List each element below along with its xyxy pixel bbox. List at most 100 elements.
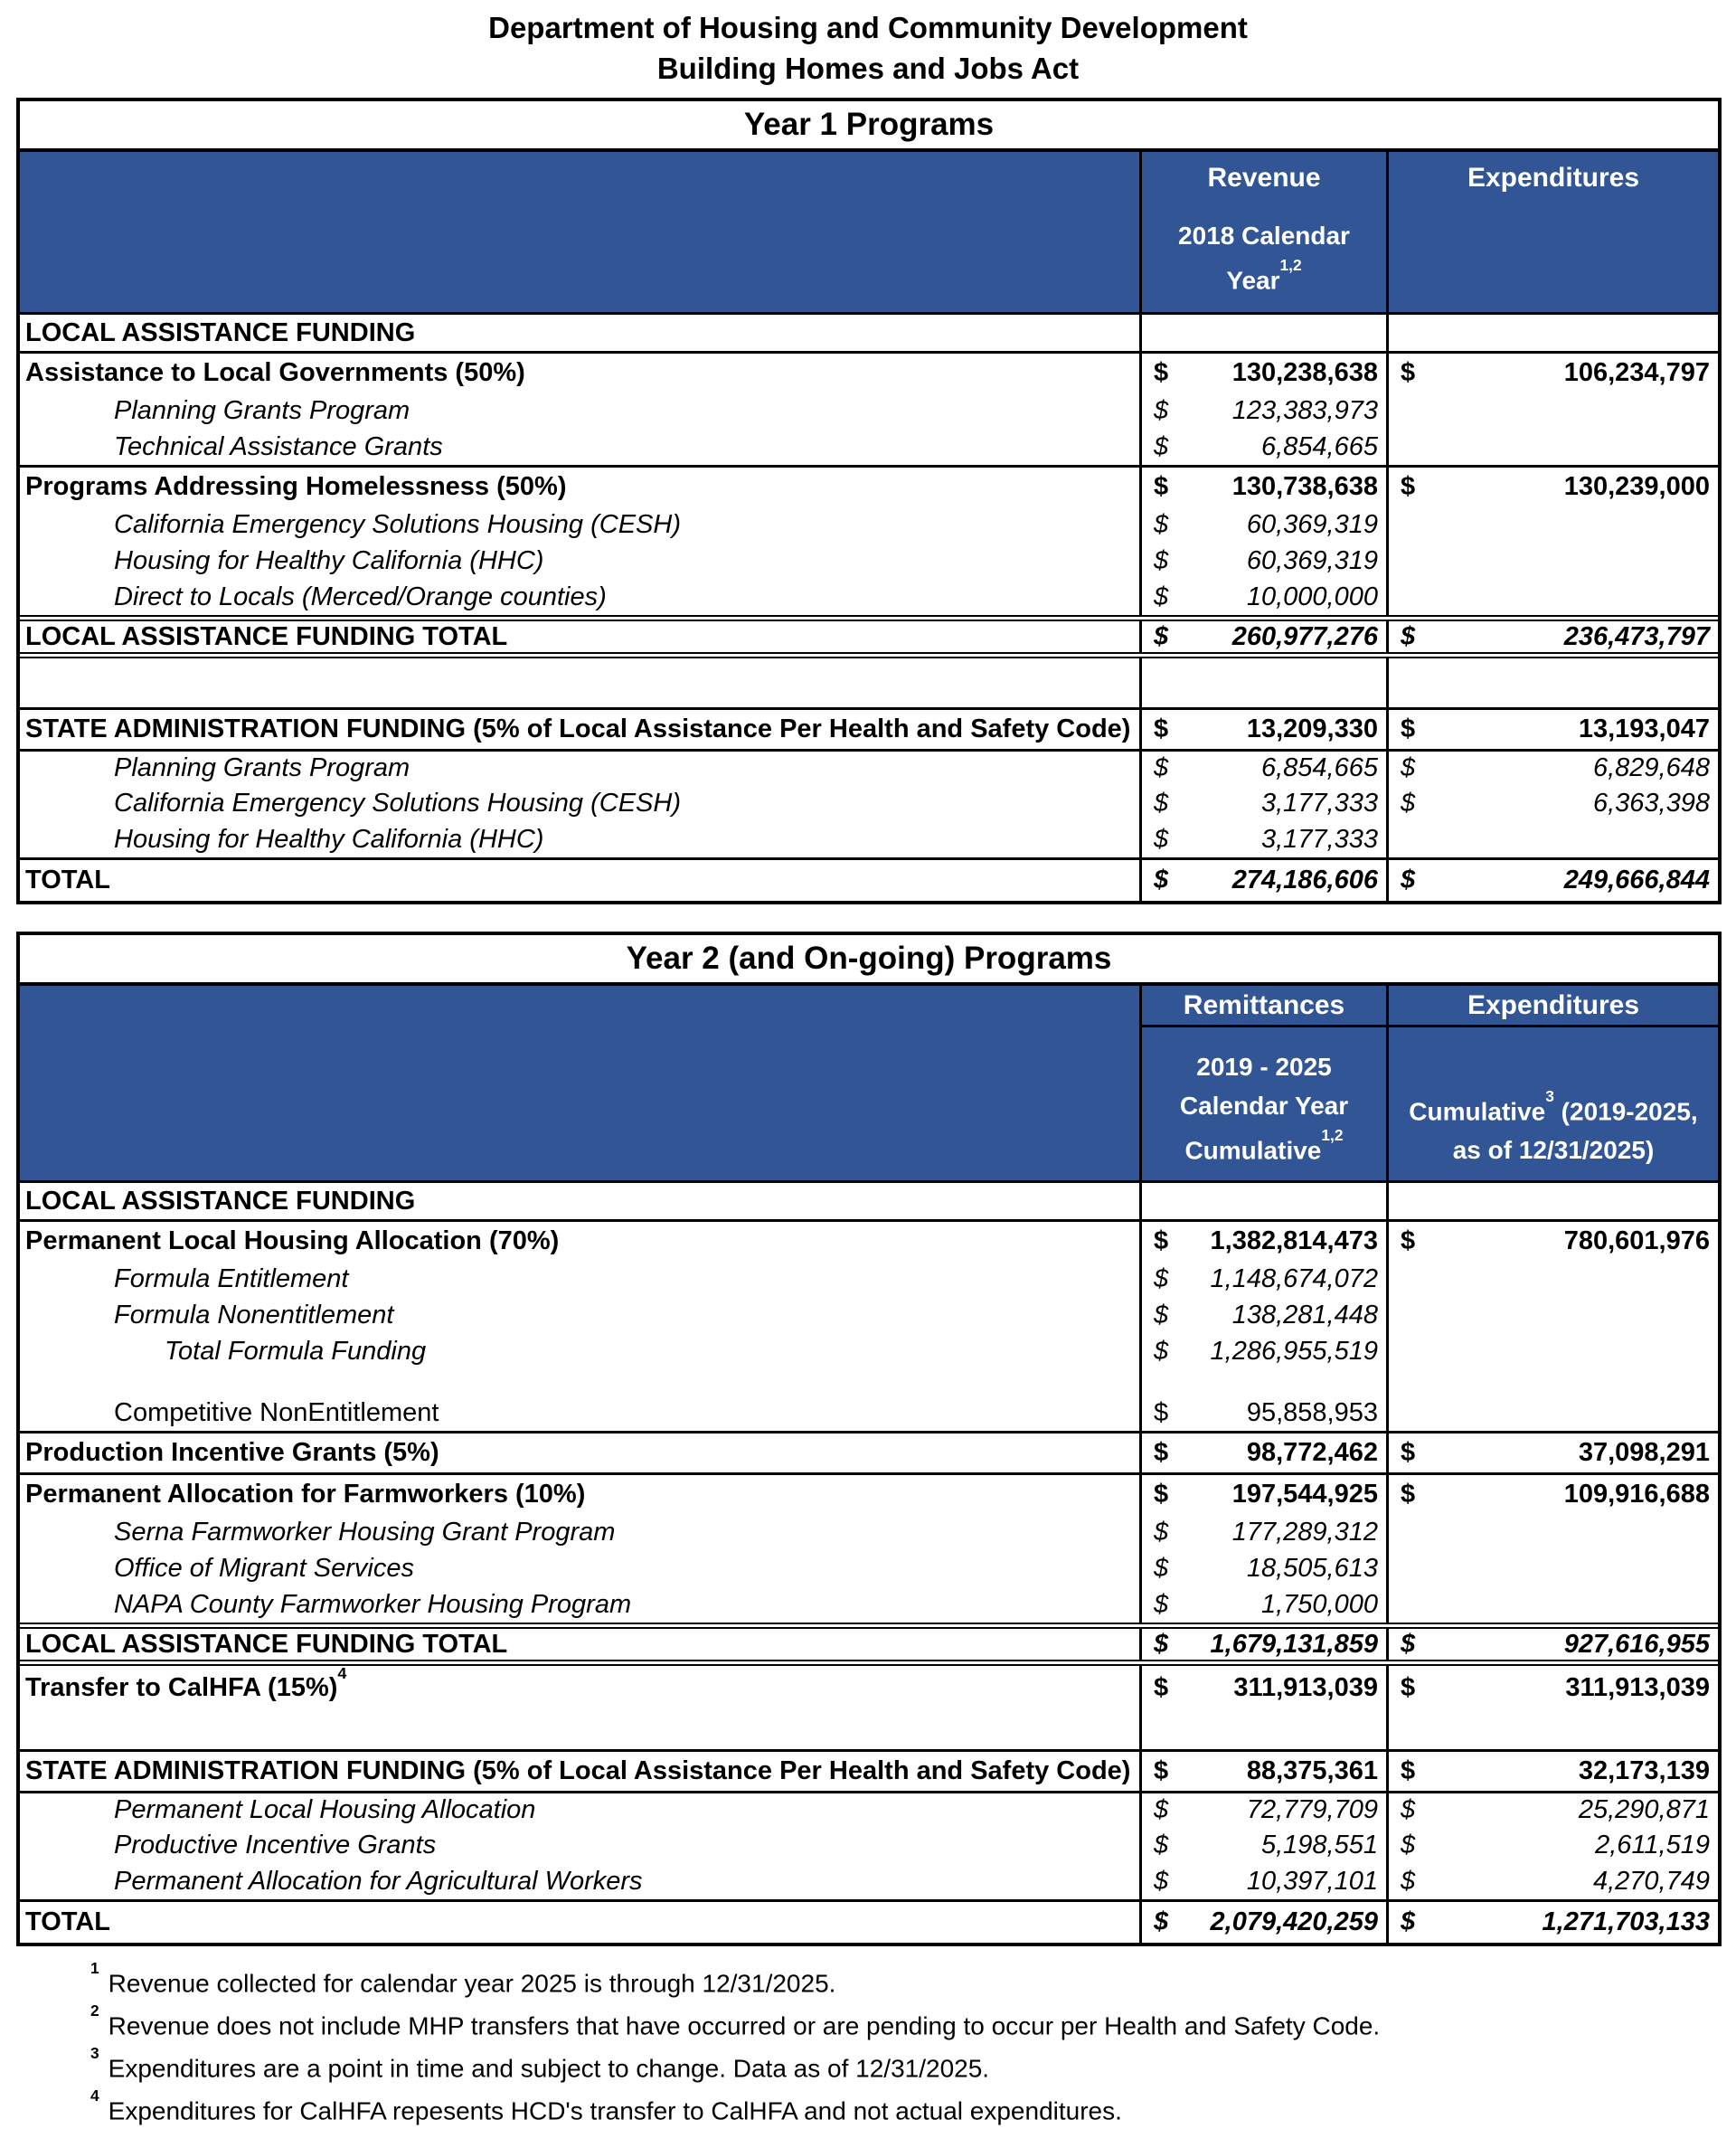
year1-table-title: Year 1 Programs	[20, 101, 1718, 152]
expenditures-value-cell	[1386, 393, 1718, 429]
amount-value: 13,193,047	[1578, 714, 1710, 743]
currency-symbol: $	[1154, 1866, 1169, 1896]
revenue-value-cell: $3,177,333	[1139, 821, 1386, 857]
amount-value: 1,148,674,072	[1210, 1263, 1378, 1293]
page-title: Department of Housing and Community Deve…	[0, 0, 1736, 89]
currency-symbol: $	[1154, 358, 1169, 387]
footnote: 2 Revenue does not include MHP transfers …	[90, 2001, 1736, 2044]
revenue-value-cell: $1,750,000	[1139, 1586, 1386, 1623]
row-label: LOCAL ASSISTANCE FUNDING TOTAL	[25, 621, 508, 651]
expenditures-value-cell: $106,234,797	[1386, 354, 1718, 393]
row-label: Formula Nonentitlement	[114, 1300, 394, 1329]
amount-value: 106,234,797	[1563, 358, 1710, 387]
currency-symbol: $	[1154, 1553, 1169, 1583]
amount-value: 13,209,330	[1246, 714, 1378, 743]
currency-symbol: $	[1154, 788, 1169, 818]
table-row: California Emergency Solutions Housing (…	[20, 785, 1718, 821]
table-row: LOCAL ASSISTANCE FUNDING	[20, 315, 1718, 351]
expenditures-value-cell	[1386, 1586, 1718, 1623]
row-label: Permanent Local Housing Allocation	[114, 1795, 536, 1824]
year2-remittances-subheader: 2019 - 2025 Calendar Year Cumulative1,2	[1179, 1052, 1349, 1164]
amount-value: 260,977,276	[1231, 621, 1378, 651]
amount-value: 138,281,448	[1231, 1300, 1378, 1329]
row-label	[20, 658, 1139, 707]
table-row: TOTAL $2,079,420,259 $1,271,703,133	[20, 1899, 1718, 1943]
revenue-value-cell: $3,177,333	[1139, 785, 1386, 821]
amount-value: 3,177,333	[1260, 788, 1378, 818]
currency-symbol: $	[1154, 509, 1169, 539]
currency-symbol: $	[1154, 582, 1169, 611]
amount-value: 18,505,613	[1246, 1553, 1378, 1583]
row-label: Competitive NonEntitlement	[114, 1397, 439, 1427]
row-label: Direct to Locals (Merced/Orange counties…	[114, 582, 607, 611]
amount-value: 927,616,955	[1563, 1629, 1710, 1659]
currency-symbol: $	[1154, 753, 1169, 782]
row-label: LOCAL ASSISTANCE FUNDING	[25, 317, 416, 347]
table-row: Productive Incentive Grants $5,198,551 $2,…	[20, 1827, 1718, 1863]
year2-table-body: LOCAL ASSISTANCE FUNDING Permanent Local …	[20, 1183, 1718, 1943]
year1-header-label-spacer	[20, 152, 1139, 312]
footnote-number: 1	[90, 1959, 99, 1978]
amount-value: 2,079,420,259	[1210, 1907, 1378, 1936]
footnote-text: Expenditures are a point in time and sub…	[108, 2054, 990, 2083]
revenue-value-cell: $18,505,613	[1139, 1550, 1386, 1586]
amount-value: 311,913,039	[1565, 1673, 1710, 1702]
revenue-value-cell: $1,382,814,473	[1139, 1222, 1386, 1261]
row-label: Permanent Local Housing Allocation (70%)	[25, 1226, 560, 1255]
expenditures-value-cell: $2,611,519	[1386, 1827, 1718, 1863]
expenditures-value-cell	[1386, 543, 1718, 579]
amount-value: 32,173,139	[1578, 1756, 1710, 1785]
amount-value: 10,000,000	[1246, 582, 1378, 611]
table-row: Permanent Local Housing Allocation $72,77…	[20, 1791, 1718, 1827]
year2-table-header: Remittances 2019 - 2025 Calendar Year Cu…	[20, 986, 1718, 1183]
amount-value: 1,271,703,133	[1542, 1907, 1710, 1936]
row-label: LOCAL ASSISTANCE FUNDING	[25, 1186, 416, 1216]
currency-symbol: $	[1401, 358, 1416, 387]
footnote: 4 Expenditures for CalHFA repesents HCD's…	[90, 2086, 1736, 2129]
revenue-value-cell: $6,854,665	[1139, 429, 1386, 465]
expenditures-value-cell: $1,271,703,133	[1386, 1902, 1718, 1943]
row-label: Formula Entitlement	[114, 1263, 349, 1293]
table-row	[20, 658, 1718, 707]
table-row: Assistance to Local Governments (50%) $13…	[20, 351, 1718, 393]
table-row: Formula Nonentitlement $138,281,448	[20, 1297, 1718, 1333]
revenue-value-cell: $2,079,420,259	[1139, 1902, 1386, 1943]
amount-value: 88,375,361	[1246, 1756, 1378, 1785]
table-row: Planning Grants Program $6,854,665 $6,829,…	[20, 749, 1718, 785]
amount-value: 1,750,000	[1260, 1589, 1378, 1619]
currency-symbol: $	[1401, 1866, 1416, 1896]
amount-value: 6,363,398	[1592, 788, 1710, 818]
table-row	[20, 1369, 1718, 1395]
amount-value: 5,198,551	[1260, 1830, 1378, 1859]
currency-symbol: $	[1401, 472, 1416, 501]
expenditures-value-cell	[1386, 1550, 1718, 1586]
table-row: California Emergency Solutions Housing (…	[20, 506, 1718, 543]
year2-header-label-spacer	[20, 986, 1139, 1180]
currency-symbol: $	[1154, 1795, 1169, 1824]
amount-value: 98,772,462	[1246, 1438, 1378, 1467]
table-row: Permanent Allocation for Farmworkers (10…	[20, 1472, 1718, 1514]
revenue-value-cell: $130,238,638	[1139, 354, 1386, 393]
page-title-line2: Building Homes and Jobs Act	[656, 52, 1080, 85]
table-row: Planning Grants Program $123,383,973	[20, 393, 1718, 429]
expenditures-value-cell: $130,239,000	[1386, 468, 1718, 506]
revenue-value-cell: $123,383,973	[1139, 393, 1386, 429]
amount-value: 197,544,925	[1231, 1480, 1378, 1509]
revenue-value-cell: $88,375,361	[1139, 1752, 1386, 1791]
revenue-value-cell: $177,289,312	[1139, 1514, 1386, 1550]
year2-remittances-header-text: Remittances	[1142, 986, 1386, 1027]
expenditures-value-cell	[1386, 1297, 1718, 1333]
amount-value: 123,383,973	[1231, 395, 1378, 425]
table-row: Direct to Locals (Merced/Orange counties…	[20, 579, 1718, 615]
revenue-value-cell: $138,281,448	[1139, 1297, 1386, 1333]
amount-value: 60,369,319	[1246, 545, 1378, 575]
year1-revenue-subheader: 2018 Calendar Year1,2	[1178, 221, 1350, 294]
revenue-value-cell: $6,854,665	[1139, 752, 1386, 785]
year1-table: Year 1 Programs Revenue 2018 Calendar Ye…	[16, 98, 1722, 904]
row-label: Permanent Allocation for Farmworkers (10…	[25, 1480, 586, 1509]
revenue-value-cell: $1,679,131,859	[1139, 1629, 1386, 1660]
revenue-value-cell: $197,544,925	[1139, 1475, 1386, 1514]
currency-symbol: $	[1401, 1673, 1416, 1702]
currency-symbol: $	[1154, 1336, 1169, 1366]
footnote: 1 Revenue collected for calendar year 202…	[90, 1959, 1736, 2001]
